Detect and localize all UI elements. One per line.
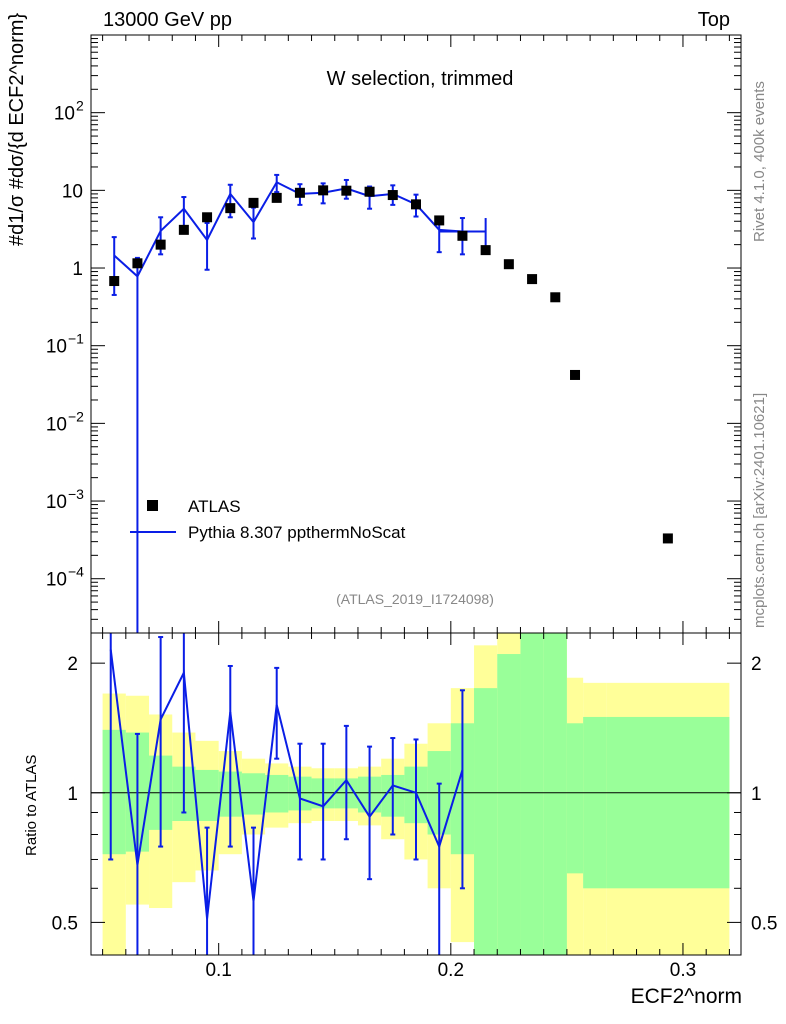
rivet-label: Rivet 4.1.0, 400k events (751, 81, 768, 242)
ratio-band-green (583, 716, 607, 889)
ratio-band-green (474, 688, 498, 955)
ratio-band-green (265, 774, 289, 813)
main-frame (90, 34, 742, 634)
legend-atlas-marker (147, 500, 158, 511)
mcplots-label: mcplots.cern.ch [arXiv:2401.10621] (751, 392, 768, 628)
y-tick-label: 10 (46, 570, 67, 591)
atlas-point (480, 245, 491, 256)
ratio-band-green (566, 723, 584, 874)
analysis-id: (ATLAS_2019_I1724098) (336, 591, 494, 607)
ratio-tick-label-right: 0.5 (751, 913, 777, 934)
y-tick-label: 10 (46, 492, 67, 513)
y-tick-exponent: −4 (68, 564, 84, 580)
ratio-band-green (606, 716, 730, 889)
legend-mc-label: Pythia 8.307 ppthermNoScat (188, 523, 406, 542)
atlas-point (411, 199, 421, 210)
header-process: Top (697, 9, 730, 31)
legend: ATLAS Pythia 8.307 ppthermNoScat (130, 497, 406, 542)
mc-line (113, 180, 463, 279)
ratio-tick-label-right: 1 (751, 784, 762, 805)
plot-frames (90, 34, 742, 956)
y-tick-label: 1 (72, 259, 83, 280)
x-tick-label: 0.1 (205, 960, 231, 981)
legend-atlas-label: ATLAS (188, 497, 241, 516)
x-tick-label: 0.2 (438, 960, 464, 981)
ratio-tick-label-right: 2 (751, 654, 762, 675)
ratio-tick-label: 2 (67, 654, 78, 675)
atlas-point (202, 212, 213, 223)
atlas-point (155, 239, 166, 250)
header-energy: 13000 GeV pp (103, 9, 232, 31)
ratio-band-green (241, 773, 266, 815)
y-tick-label: 10 (46, 337, 67, 358)
atlas-point (434, 215, 445, 226)
atlas-point (178, 224, 189, 235)
ratio-axis-label: Ratio to ATLAS (23, 754, 40, 856)
atlas-point (271, 192, 282, 203)
atlas-point (570, 369, 581, 380)
y-tick-exponent: −3 (68, 486, 84, 502)
ratio-frame (90, 632, 742, 956)
y-tick-exponent: −1 (68, 331, 84, 347)
x-tick-label: 0.3 (670, 960, 696, 981)
atlas-point (457, 230, 468, 241)
ratio-band-green (520, 633, 544, 955)
ratio-band-green (543, 633, 567, 955)
atlas-point (364, 186, 375, 197)
axis-ticks (91, 35, 741, 955)
ratio-tick-label: 1 (67, 784, 78, 805)
chart-title: W selection, trimmed (326, 68, 514, 90)
mc-ratio-line (109, 649, 464, 919)
y-tick-label: 10 (46, 414, 67, 435)
ratio-band-green (497, 654, 521, 955)
x-axis-label: ECF2^norm (630, 985, 742, 1008)
y-tick-label: 10 (62, 181, 83, 202)
atlas-point (341, 185, 352, 196)
mc-curve (111, 173, 487, 633)
mc-ratio-curve (108, 633, 465, 955)
atlas-point (225, 203, 236, 214)
atlas-point (318, 185, 329, 196)
atlas-point (527, 274, 538, 285)
atlas-point (132, 258, 143, 269)
atlas-point (248, 197, 259, 208)
atlas-point (387, 190, 398, 201)
atlas-point (550, 292, 561, 303)
ratio-band-green (102, 729, 126, 855)
atlas-point (294, 187, 305, 198)
y-tick-exponent: 2 (76, 98, 84, 114)
y-tick-label: 10 (54, 104, 75, 125)
ratio-band-green (195, 769, 219, 821)
atlas-point (503, 259, 514, 270)
atlas-point (662, 533, 673, 544)
y-axis-label: #d1/σ #dσ/{d ECF2^norm} (6, 12, 28, 246)
atlas-point (109, 276, 120, 287)
y-tick-exponent: −2 (68, 408, 84, 424)
ratio-tick-label: 0.5 (52, 913, 78, 934)
atlas-markers (109, 185, 673, 544)
